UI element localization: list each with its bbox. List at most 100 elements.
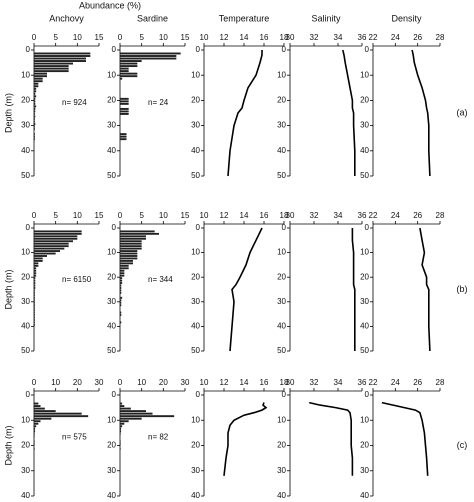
- x-tick-label: 14: [240, 211, 249, 220]
- bar: [34, 410, 56, 413]
- bar: [34, 448, 35, 450]
- y-tick-label: 40: [21, 322, 30, 331]
- bar: [120, 291, 122, 294]
- bar: [120, 257, 138, 260]
- bar: [34, 65, 69, 68]
- y-tick-label: 50: [277, 346, 286, 355]
- x-tick-label: 10: [159, 211, 168, 220]
- y-tick-label: 40: [277, 491, 286, 500]
- panel-label: (b): [457, 284, 468, 294]
- x-tick-label: 36: [358, 33, 367, 42]
- x-tick-label: 30: [181, 378, 190, 387]
- bar: [34, 304, 35, 307]
- bar: [120, 321, 122, 324]
- bar: [34, 80, 43, 83]
- x-tick-label: 28: [436, 211, 445, 220]
- bar: [34, 100, 36, 103]
- x-tick-label: 22: [369, 378, 378, 387]
- y-tick-label: 0: [112, 223, 117, 232]
- sample-size: n= 82: [148, 433, 169, 442]
- y-tick-label: 50: [191, 171, 200, 180]
- profile-line: [229, 227, 263, 352]
- x-tick-label: 16: [260, 211, 269, 220]
- bar: [120, 274, 125, 277]
- profile-line: [342, 49, 356, 176]
- bar: [34, 264, 39, 267]
- bar: [34, 405, 41, 408]
- x-tick-label: 36: [358, 378, 367, 387]
- profile-line: [381, 401, 429, 476]
- bar: [34, 110, 36, 113]
- x-tick-label: 5: [53, 211, 58, 220]
- bar: [120, 417, 142, 420]
- bar: [120, 237, 146, 240]
- x-tick-label: 10: [73, 211, 82, 220]
- bar: [34, 284, 36, 287]
- x-tick-label: 30: [286, 378, 295, 387]
- x-tick-label: 28: [436, 378, 445, 387]
- x-tick-label: 10: [137, 378, 146, 387]
- bar: [120, 407, 131, 410]
- bar: [120, 255, 138, 257]
- x-tick-label: 10: [73, 33, 82, 42]
- x-tick-label: 5: [139, 33, 144, 42]
- y-tick-label: 20: [107, 272, 116, 281]
- bar: [34, 90, 37, 93]
- y-tick-label: 0: [196, 45, 201, 54]
- y-tick-label: 20: [107, 441, 116, 450]
- bar: [34, 420, 41, 423]
- bar: [120, 138, 127, 141]
- y-tick-label: 10: [107, 70, 116, 79]
- bar: [120, 55, 177, 57]
- y-tick-label: 10: [360, 70, 369, 79]
- bar: [120, 259, 133, 262]
- y-tick-label: 40: [107, 146, 116, 155]
- y-axis-label: Depth (m): [3, 425, 13, 465]
- y-tick-label: 10: [107, 248, 116, 257]
- bar: [120, 301, 122, 304]
- y-tick-label: 30: [21, 121, 30, 130]
- x-tick-label: 32: [310, 33, 319, 42]
- bar: [34, 232, 82, 235]
- bar: [34, 412, 82, 415]
- bar: [34, 277, 36, 280]
- bar: [34, 252, 56, 255]
- bar: [34, 279, 36, 282]
- x-tick-label: 14: [240, 33, 249, 42]
- y-tick-label: 50: [107, 346, 116, 355]
- bar: [34, 311, 35, 314]
- bar: [34, 427, 36, 430]
- x-tick-label: 24: [391, 211, 400, 220]
- bar: [34, 247, 65, 250]
- bar: [34, 321, 35, 324]
- bar: [120, 410, 146, 413]
- bar: [34, 128, 35, 131]
- y-tick-label: 30: [360, 121, 369, 130]
- column-title: Sardine: [137, 13, 168, 23]
- profile-line: [223, 402, 268, 476]
- bar: [120, 62, 138, 65]
- column-title: Density: [391, 13, 422, 23]
- bar: [34, 118, 35, 120]
- x-tick-label: 0: [118, 33, 123, 42]
- y-tick-label: 30: [360, 297, 369, 306]
- bar: [34, 250, 60, 252]
- bar: [120, 250, 138, 252]
- y-tick-label: 0: [112, 45, 117, 54]
- y-tick-label: 0: [282, 45, 287, 54]
- bar: [34, 435, 35, 438]
- y-tick-label: 0: [196, 223, 201, 232]
- bar: [120, 425, 123, 428]
- y-tick-label: 10: [360, 248, 369, 257]
- bar: [34, 67, 69, 70]
- y-tick-label: 50: [191, 346, 200, 355]
- bar: [120, 405, 125, 408]
- y-tick-label: 20: [360, 441, 369, 450]
- bar: [120, 133, 127, 136]
- bar: [120, 420, 129, 423]
- x-tick-label: 0: [118, 378, 123, 387]
- bar: [34, 291, 35, 294]
- bar: [120, 287, 122, 289]
- y-tick-label: 0: [196, 390, 201, 399]
